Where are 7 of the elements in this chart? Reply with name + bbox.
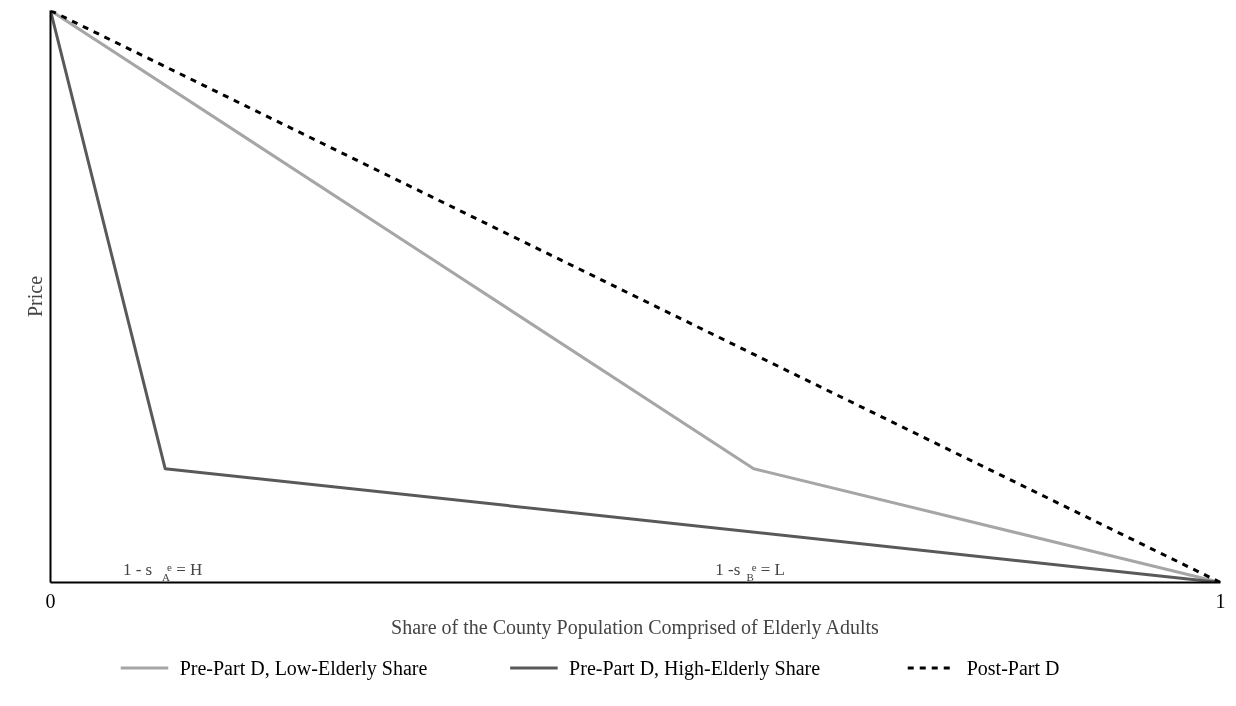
x-tick-label: 1 (1215, 589, 1226, 612)
legend-label: Pre-Part D, High-Elderly Share (569, 657, 821, 680)
legend-label: Pre-Part D, Low-Elderly Share (179, 657, 428, 680)
y-axis-title: Price (23, 275, 46, 318)
legend-label: Post-Part D (966, 657, 1060, 679)
x-tick-label: 0 (45, 589, 56, 612)
x-axis-title: Share of the County Population Comprised of Elderly Adults (391, 615, 880, 639)
